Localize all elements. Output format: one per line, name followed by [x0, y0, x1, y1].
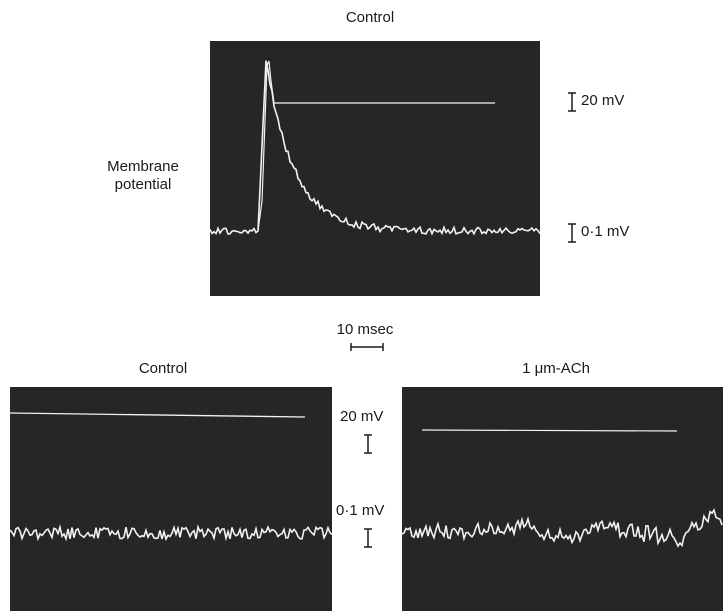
bottom-0-1mv-scale-bar [364, 528, 372, 548]
bottom-20mv-label: 20 mV [340, 408, 384, 425]
top-oscilloscope-screen [210, 41, 540, 296]
bottom-left-membrane-trace [10, 523, 332, 542]
top-panel-title: Control [345, 9, 395, 26]
top-20mv-scale-bar [568, 92, 576, 112]
y-axis-label-line1: Membrane [107, 158, 179, 175]
bottom-left-amplified-trace [10, 412, 306, 418]
time-scale-label: 10 msec [336, 321, 394, 338]
time-scale-bar [350, 343, 384, 351]
top-20mv-label: 20 mV [581, 92, 625, 109]
bottom-right-membrane-trace [402, 508, 723, 548]
top-0-1mv-label: 0·1 mV [581, 223, 630, 240]
bottom-left-title: Control [138, 360, 188, 377]
bottom-right-title: 1 μm-ACh [522, 360, 590, 377]
top-0-1mv-scale-bar [568, 223, 576, 243]
bottom-20mv-scale-bar [364, 434, 372, 454]
bottom-right-traces [402, 429, 723, 548]
top-amplified-trace [257, 60, 495, 232]
y-axis-label-line2: potential [114, 176, 172, 193]
bottom-right-amplified-trace [421, 429, 678, 432]
bottom-0-1mv-label: 0·1 mV [336, 502, 385, 519]
bottom-left-traces [10, 412, 332, 542]
top-traces [210, 60, 540, 236]
top-membrane-trace [210, 60, 540, 236]
bottom-right-oscilloscope-screen [402, 387, 723, 611]
y-axis-label: Membrane potential [84, 158, 202, 194]
bottom-left-oscilloscope-screen [10, 387, 332, 611]
